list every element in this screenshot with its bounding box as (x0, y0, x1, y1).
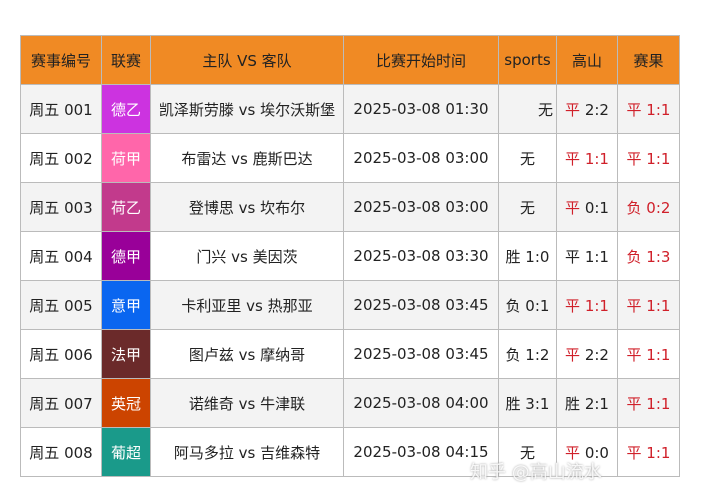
match-id: 周五 005 (20, 280, 102, 330)
gaoshan-outcome: 平 (565, 247, 581, 266)
table-row: 周五 003 荷乙 登博思 vs 坎布尔 2025-03-08 03:00 无平 0:1… (20, 182, 680, 232)
header-time: 比赛开始时间 (343, 35, 499, 85)
match-id: 周五 006 (20, 329, 102, 379)
start-time: 2025-03-08 03:30 (343, 231, 499, 281)
gaoshan-pick: 平 0:1 (556, 182, 618, 232)
header-league: 联赛 (101, 35, 151, 85)
header-gaoshan: 高山 (556, 35, 618, 85)
start-time: 2025-03-08 03:00 (343, 182, 499, 232)
start-time: 2025-03-08 01:30 (343, 84, 499, 134)
match-teams: 布雷达 vs 鹿斯巴达 (150, 133, 344, 183)
match-teams: 诺维奇 vs 牛津联 (150, 378, 344, 428)
league-badge: 葡超 (101, 427, 151, 477)
league-badge: 荷乙 (101, 182, 151, 232)
sports-pick: 无 (498, 182, 557, 232)
gaoshan-outcome: 平 (565, 100, 581, 119)
gaoshan-score: 2:2 (584, 345, 609, 364)
watermark: 知乎 @高山流水 (470, 462, 602, 483)
table-row: 周五 004 德甲 门兴 vs 美因茨 2025-03-08 03:30 胜 1:0 平 … (20, 231, 680, 281)
gaoshan-score: 0:0 (584, 443, 609, 462)
table-row: 周五 008 葡超 阿马多拉 vs 吉维森特 2025-03-08 04:15 无平 0… (20, 427, 680, 477)
table-row: 周五 002 荷甲 布雷达 vs 鹿斯巴达 2025-03-08 03:00 无平 1:… (20, 133, 680, 183)
match-teams: 登博思 vs 坎布尔 (150, 182, 344, 232)
match-result: 平 1:1 (617, 329, 680, 379)
match-id: 周五 003 (20, 182, 102, 232)
sports-pick: 胜 3:1 (498, 378, 557, 428)
gaoshan-outcome: 胜 (565, 394, 581, 413)
gaoshan-outcome: 平 (565, 296, 581, 315)
match-result: 平 1:1 (617, 427, 680, 477)
league-badge: 德乙 (101, 84, 151, 134)
match-result: 负 0:2 (617, 182, 680, 232)
gaoshan-pick: 平 0:0 (556, 427, 618, 477)
match-id: 周五 001 (20, 84, 102, 134)
league-badge: 荷甲 (101, 133, 151, 183)
start-time: 2025-03-08 03:00 (343, 133, 499, 183)
table-row: 周五 006 法甲 图卢兹 vs 摩纳哥 2025-03-08 03:45 负 1:2 平… (20, 329, 680, 379)
match-id: 周五 002 (20, 133, 102, 183)
match-result: 平 1:1 (617, 280, 680, 330)
header-row: 赛事编号 联赛 主队 VS 客队 比赛开始时间 sports 高山 赛果 (20, 35, 680, 85)
match-result: 平 1:1 (617, 84, 680, 134)
sports-pick: 无 (498, 133, 557, 183)
match-result: 负 1:3 (617, 231, 680, 281)
gaoshan-score: 1:1 (584, 149, 609, 168)
league-badge: 意甲 (101, 280, 151, 330)
sports-pick: 无 (498, 427, 557, 477)
league-badge: 德甲 (101, 231, 151, 281)
table-row: 周五 007 英冠 诺维奇 vs 牛津联 2025-03-08 04:00 胜 3:1 胜… (20, 378, 680, 428)
gaoshan-pick: 平 1:1 (556, 280, 618, 330)
gaoshan-outcome: 平 (565, 345, 581, 364)
start-time: 2025-03-08 03:45 (343, 280, 499, 330)
match-result: 平 1:1 (617, 133, 680, 183)
start-time: 2025-03-08 03:45 (343, 329, 499, 379)
header-id: 赛事编号 (20, 35, 102, 85)
match-table: 赛事编号 联赛 主队 VS 客队 比赛开始时间 sports 高山 赛果 周五 … (20, 35, 680, 477)
match-result: 平 1:1 (617, 378, 680, 428)
match-teams: 图卢兹 vs 摩纳哥 (150, 329, 344, 379)
gaoshan-outcome: 平 (565, 149, 581, 168)
gaoshan-score: 2:2 (584, 100, 609, 119)
gaoshan-pick: 平 2:2 (556, 84, 618, 134)
sports-pick: 无 (498, 84, 557, 134)
league-badge: 英冠 (101, 378, 151, 428)
gaoshan-score: 1:1 (584, 247, 609, 266)
start-time: 2025-03-08 04:00 (343, 378, 499, 428)
table-row: 周五 005 意甲 卡利亚里 vs 热那亚 2025-03-08 03:45 负 0:1… (20, 280, 680, 330)
sports-pick: 负 0:1 (498, 280, 557, 330)
sports-pick: 胜 1:0 (498, 231, 557, 281)
match-id: 周五 004 (20, 231, 102, 281)
gaoshan-pick: 胜 2:1 (556, 378, 618, 428)
start-time: 2025-03-08 04:15 (343, 427, 499, 477)
sports-pick: 负 1:2 (498, 329, 557, 379)
league-badge: 法甲 (101, 329, 151, 379)
match-id: 周五 007 (20, 378, 102, 428)
gaoshan-pick: 平 1:1 (556, 231, 618, 281)
gaoshan-pick: 平 2:2 (556, 329, 618, 379)
gaoshan-score: 1:1 (584, 296, 609, 315)
match-teams: 门兴 vs 美因茨 (150, 231, 344, 281)
gaoshan-pick: 平 1:1 (556, 133, 618, 183)
table-row: 周五 001 德乙 凯泽斯劳滕 vs 埃尔沃斯堡 2025-03-08 01:30 无平… (20, 84, 680, 134)
header-sports: sports (498, 35, 557, 85)
match-teams: 凯泽斯劳滕 vs 埃尔沃斯堡 (150, 84, 344, 134)
header-result: 赛果 (617, 35, 680, 85)
match-teams: 卡利亚里 vs 热那亚 (150, 280, 344, 330)
header-match: 主队 VS 客队 (150, 35, 344, 85)
match-teams: 阿马多拉 vs 吉维森特 (150, 427, 344, 477)
match-id: 周五 008 (20, 427, 102, 477)
gaoshan-score: 0:1 (584, 198, 609, 217)
gaoshan-outcome: 平 (565, 198, 581, 217)
gaoshan-outcome: 平 (565, 443, 581, 462)
gaoshan-score: 2:1 (584, 394, 609, 413)
